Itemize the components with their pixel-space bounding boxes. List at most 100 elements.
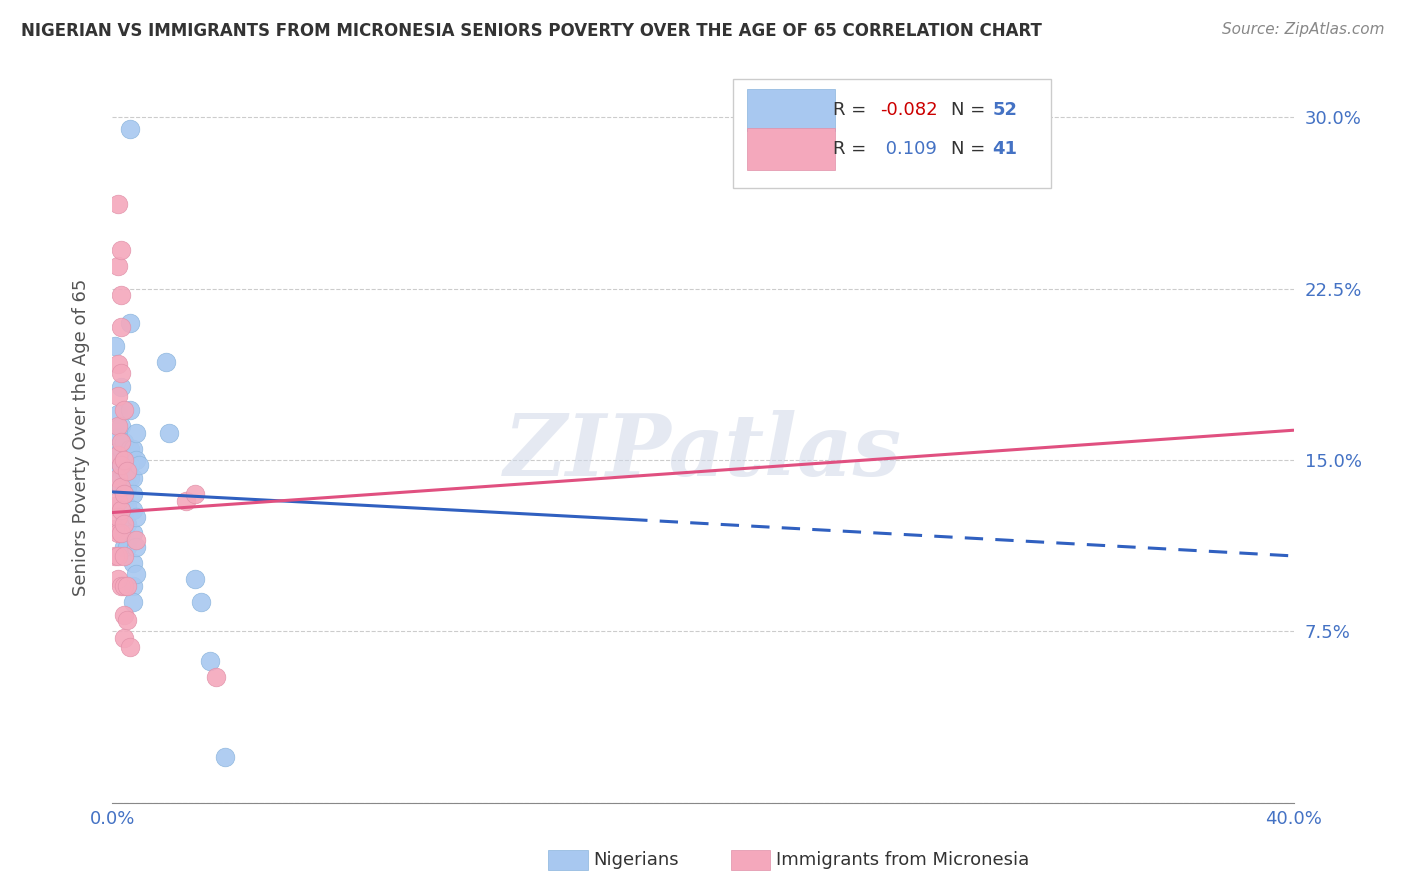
Point <box>120 402 142 417</box>
Point <box>117 469 138 483</box>
Point <box>125 567 148 582</box>
Text: 0.109: 0.109 <box>880 140 936 158</box>
Text: -0.082: -0.082 <box>880 101 938 120</box>
Point <box>120 121 142 136</box>
FancyBboxPatch shape <box>733 78 1052 188</box>
Point <box>214 750 236 764</box>
Text: R =: R = <box>832 140 872 158</box>
Point <box>157 425 180 440</box>
Point <box>125 425 148 440</box>
Point <box>122 556 145 570</box>
Point <box>125 533 148 547</box>
Point <box>122 487 145 501</box>
Point <box>174 494 197 508</box>
Point <box>112 608 135 623</box>
Point <box>112 480 135 494</box>
Point <box>112 453 135 467</box>
Text: 41: 41 <box>993 140 1018 158</box>
Point <box>107 357 129 371</box>
Point <box>120 640 142 655</box>
Text: 52: 52 <box>993 101 1018 120</box>
Point <box>122 526 145 541</box>
Point <box>122 594 145 608</box>
Point <box>122 503 145 517</box>
Point <box>122 579 145 593</box>
Text: Immigrants from Micronesia: Immigrants from Micronesia <box>776 851 1029 869</box>
Point <box>110 458 132 472</box>
Point <box>110 579 132 593</box>
Text: N =: N = <box>950 101 991 120</box>
Point <box>107 197 129 211</box>
Point <box>117 540 138 554</box>
Point <box>122 471 145 485</box>
Point <box>112 632 135 646</box>
Point <box>112 402 135 417</box>
Point <box>112 549 135 563</box>
Point <box>104 549 127 563</box>
Point <box>110 526 132 541</box>
Text: Nigerians: Nigerians <box>593 851 679 869</box>
Point <box>117 613 138 627</box>
Point <box>107 259 129 273</box>
Point <box>104 521 127 535</box>
Point <box>190 594 212 608</box>
Point <box>101 459 124 474</box>
Point <box>125 540 148 554</box>
Point <box>117 516 138 531</box>
Point <box>112 494 135 508</box>
Point <box>120 316 142 330</box>
Text: N =: N = <box>950 140 991 158</box>
Point <box>184 572 207 586</box>
Point <box>107 407 129 421</box>
Point <box>125 510 148 524</box>
Point <box>107 418 129 433</box>
Point <box>110 499 132 513</box>
Point <box>112 464 135 478</box>
Point <box>110 503 132 517</box>
Point <box>112 487 135 501</box>
Point <box>107 526 129 541</box>
Point <box>107 449 129 463</box>
Point <box>120 458 142 472</box>
Point <box>112 579 135 593</box>
Point <box>122 442 145 456</box>
Point <box>112 540 135 554</box>
Point <box>104 338 127 352</box>
Point <box>110 480 132 494</box>
FancyBboxPatch shape <box>747 128 835 170</box>
Point <box>198 654 221 668</box>
Point <box>110 434 132 449</box>
Point <box>110 442 132 456</box>
Point <box>110 458 132 472</box>
Point <box>117 499 138 513</box>
Point <box>110 366 132 380</box>
FancyBboxPatch shape <box>747 89 835 131</box>
Point <box>104 499 127 513</box>
Point <box>184 487 207 501</box>
Text: ZIPatlas: ZIPatlas <box>503 410 903 493</box>
Point <box>110 480 132 494</box>
Point <box>120 442 142 456</box>
Text: Source: ZipAtlas.com: Source: ZipAtlas.com <box>1222 22 1385 37</box>
Point <box>107 430 129 444</box>
Point <box>112 510 135 524</box>
Point <box>107 471 129 485</box>
Point <box>125 453 148 467</box>
Text: NIGERIAN VS IMMIGRANTS FROM MICRONESIA SENIORS POVERTY OVER THE AGE OF 65 CORREL: NIGERIAN VS IMMIGRANTS FROM MICRONESIA S… <box>21 22 1042 40</box>
Point <box>128 458 150 472</box>
Point <box>117 464 138 478</box>
Point <box>117 458 138 472</box>
Point <box>110 471 132 485</box>
Point <box>107 453 129 467</box>
Point <box>112 516 135 531</box>
Point <box>112 526 135 541</box>
Point <box>107 510 129 524</box>
Point <box>117 480 138 494</box>
Point <box>110 320 132 334</box>
Point <box>107 549 129 563</box>
Point <box>110 243 132 257</box>
Point <box>117 579 138 593</box>
Point <box>107 572 129 586</box>
Point <box>107 494 129 508</box>
Y-axis label: Seniors Poverty Over the Age of 65: Seniors Poverty Over the Age of 65 <box>72 278 90 596</box>
